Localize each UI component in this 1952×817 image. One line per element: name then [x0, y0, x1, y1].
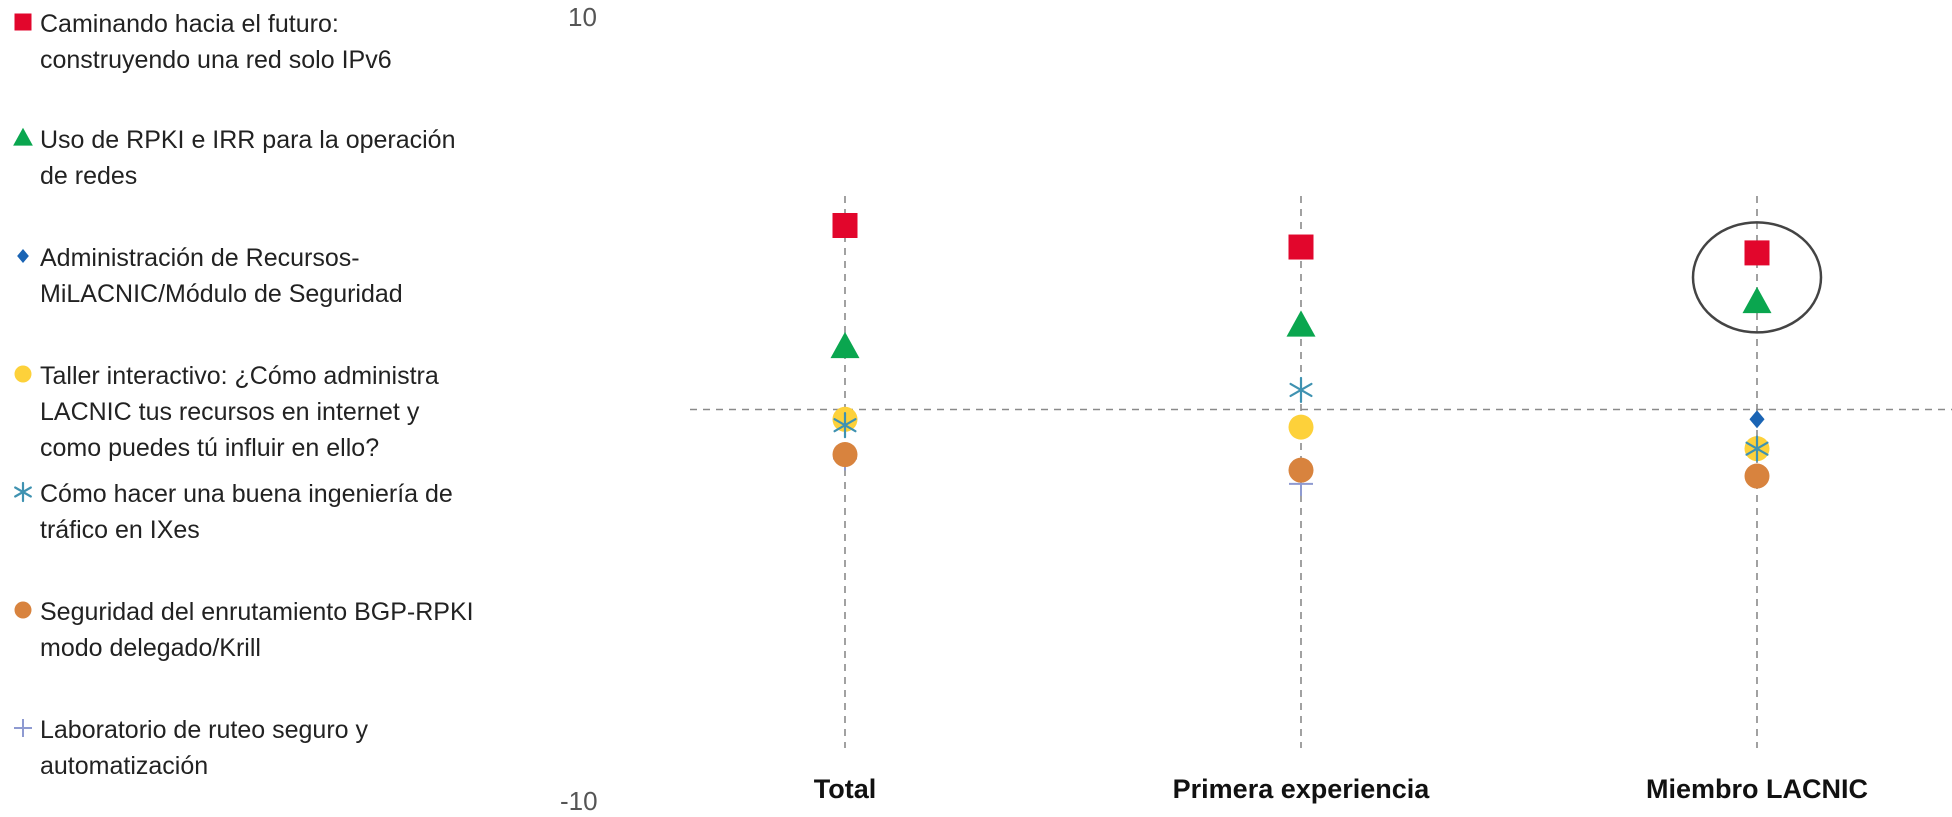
legend-label: Cómo hacer una buena ingeniería de tráfi… [40, 480, 453, 544]
point-circle-primera-experiencia [1288, 457, 1314, 483]
legend-label: Uso de RPKI e IRR para la operación de r… [40, 126, 456, 190]
x-tick-label-miembro-lacnic: Miembro LACNIC [1646, 774, 1868, 804]
x-tick-label-total: Total [814, 774, 877, 804]
legend-marker-asterisk-icon [14, 481, 32, 503]
point-asterisk-miembro-lacnic [1745, 435, 1769, 462]
point-diamond-miembro-lacnic [1749, 410, 1765, 429]
y-tick-label-top: 10 [568, 2, 597, 32]
point-asterisk-primera-experiencia [1289, 376, 1313, 404]
legend-marker-plus-icon [14, 719, 32, 737]
highlight-ellipse [1691, 221, 1823, 334]
point-asterisk-total [833, 412, 857, 439]
point-square-primera-experiencia [1288, 234, 1314, 260]
legend-marker-diamond-icon [17, 249, 29, 263]
x-tick-label-primera-experiencia: Primera experiencia [1173, 774, 1431, 804]
legend-label: Seguridad del enrutamiento BGP-RPKI modo… [40, 598, 474, 662]
point-circle-miembro-lacnic [1744, 463, 1770, 489]
legend-marker-triangle-icon [13, 127, 33, 146]
legend-marker-circle-icon [14, 365, 32, 383]
point-triangle-total [830, 331, 860, 359]
legend-label: Caminando hacia el futuro: construyendo … [40, 10, 392, 74]
point-circle-primera-experiencia [1288, 414, 1314, 440]
point-square-total [832, 212, 858, 238]
legend-label: Taller interactivo: ¿Cómo administra LAC… [40, 362, 439, 462]
y-tick-label-bottom: -10 [560, 786, 598, 816]
point-square-miembro-lacnic [1744, 240, 1770, 266]
point-triangle-miembro-lacnic [1742, 286, 1772, 314]
point-circle-total [832, 442, 858, 468]
legend-label: Administración de Recursos- MiLACNIC/Mód… [40, 244, 403, 308]
point-triangle-primera-experiencia [1286, 310, 1316, 337]
legend-marker-circle-icon [14, 601, 32, 619]
legend-marker-square-icon [14, 13, 32, 31]
legend-label: Laboratorio de ruteo seguro y automatiza… [40, 716, 368, 780]
